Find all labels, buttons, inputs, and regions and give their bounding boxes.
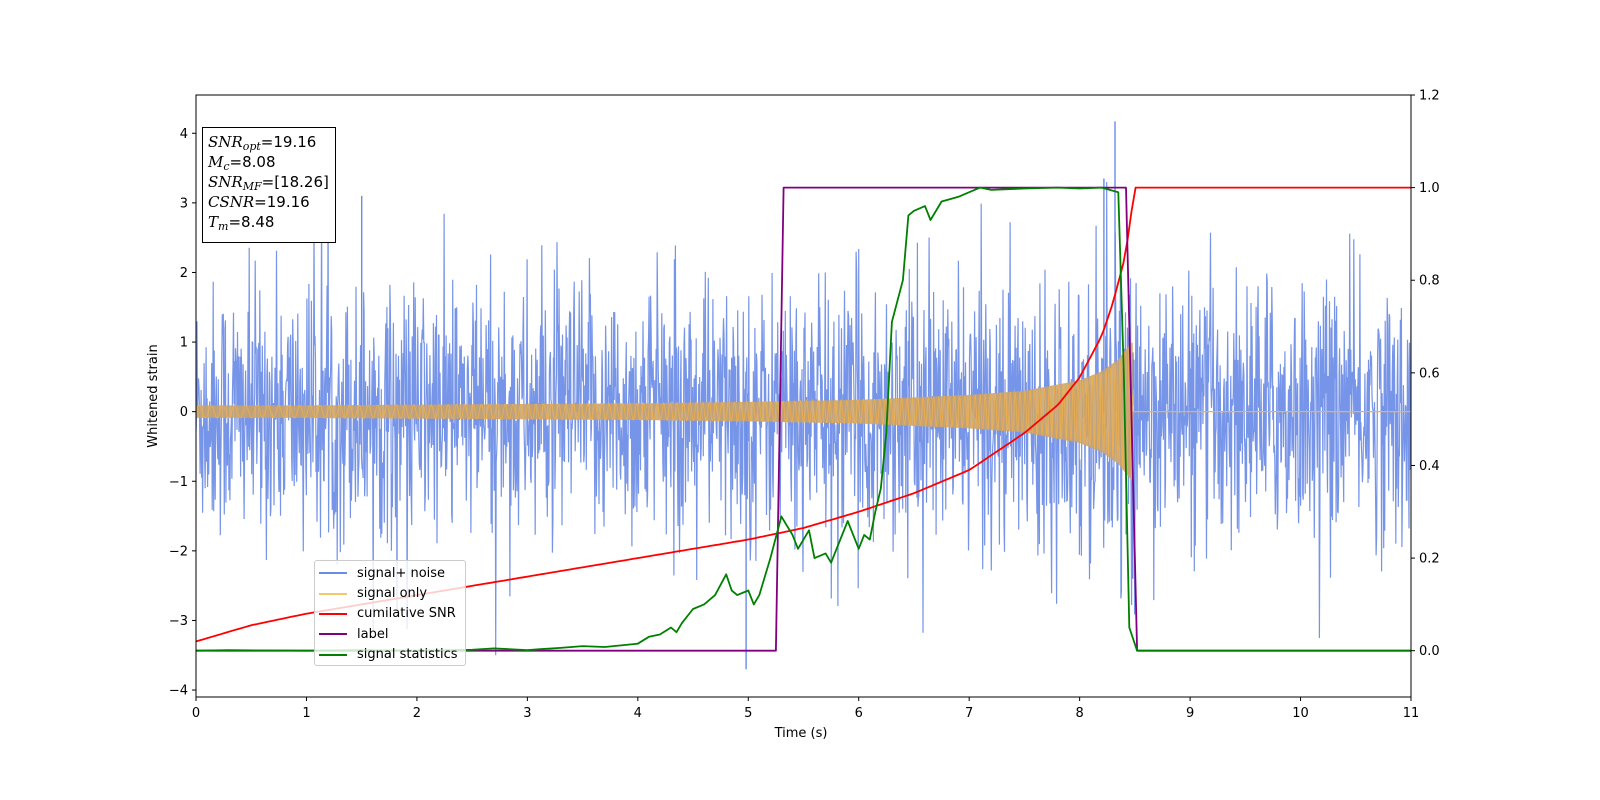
legend-swatch [319, 633, 347, 636]
y-left-tick-label: 4 [180, 127, 188, 142]
y-left-tick-label: −4 [169, 684, 188, 699]
y-right-tick-label: 0.8 [1419, 274, 1440, 289]
snr-mf-line: SNRMF=[18.26] [208, 173, 329, 193]
tm-line: Tm=8.48 [208, 213, 275, 233]
x-axis: 0 1 2 3 4 5 6 7 8 9 10 11 [192, 697, 1419, 721]
y-right-tick-label: 1.2 [1419, 89, 1440, 104]
y-right-tick-label: 0.2 [1419, 552, 1440, 567]
csnr-line: CSNR=19.16 [208, 193, 310, 211]
y-axis-left: −4 −3 −2 −1 0 1 2 3 4 [169, 127, 196, 699]
legend-item-signal-statistics: signal statistics [319, 645, 465, 665]
legend-swatch [319, 572, 347, 575]
legend-label: label [357, 626, 389, 642]
x-tick-label: 4 [634, 706, 642, 721]
legend-item-cumulative-snr: cumilative SNR [319, 604, 465, 624]
snr-opt-line: SNRopt=19.16 [208, 133, 317, 153]
x-tick-label: 5 [744, 706, 752, 721]
mc-value: 8.08 [242, 153, 276, 171]
x-tick-label: 7 [965, 706, 973, 721]
csnr-value: 19.16 [266, 193, 310, 211]
snr-annotation-box: SNRopt=19.16 Mc=8.08 SNRMF=[18.26] CSNR=… [202, 127, 336, 243]
y-right-tick-label: 0.6 [1419, 366, 1440, 381]
legend-label: signal+ noise [357, 565, 446, 581]
legend-item-label: label [319, 624, 465, 644]
y-left-tick-label: −1 [169, 475, 188, 490]
x-tick-label: 8 [1075, 706, 1083, 721]
x-tick-label: 9 [1186, 706, 1194, 721]
x-tick-label: 2 [413, 706, 421, 721]
y-left-tick-label: 2 [180, 266, 188, 281]
series-signal-statistics [196, 186, 1411, 652]
y-left-tick-label: −3 [169, 614, 188, 629]
y-left-tick-label: 1 [180, 336, 188, 351]
snr-opt-value: 19.16 [273, 133, 317, 151]
series-signal-only-envelope [196, 342, 1133, 482]
legend-item-signal-only: signal only [319, 583, 465, 603]
plot-frame [195, 94, 1412, 698]
y-left-tick-label: 3 [180, 196, 188, 211]
y-right-tick-label: 0.4 [1419, 459, 1440, 474]
x-tick-label: 3 [523, 706, 531, 721]
legend: signal+ noise signal only cumilative SNR… [314, 560, 466, 666]
mc-line: Mc=8.08 [208, 153, 276, 173]
x-axis-label: Time (s) [774, 726, 828, 741]
y-left-tick-label: −2 [169, 544, 188, 559]
legend-swatch [319, 612, 347, 615]
legend-item-signal-noise: signal+ noise [319, 563, 465, 583]
legend-label: cumilative SNR [357, 606, 456, 622]
legend-swatch [319, 653, 347, 656]
series-signal-noise [196, 181, 1411, 656]
legend-swatch [319, 592, 347, 595]
x-tick-label: 1 [302, 706, 310, 721]
x-tick-label: 0 [192, 706, 200, 721]
y-axis-right: 0.0 0.2 0.4 0.6 0.8 1.0 1.2 [1411, 89, 1440, 659]
y-right-tick-label: 1.0 [1419, 181, 1440, 196]
series-signal-only [196, 346, 1134, 479]
snr-mf-value: [18.26] [274, 173, 329, 191]
y-axis-label: Whitened strain [146, 344, 161, 447]
tm-value: 8.48 [241, 213, 275, 231]
y-left-tick-label: 0 [180, 405, 188, 420]
x-tick-label: 6 [855, 706, 863, 721]
y-right-tick-label: 0.0 [1419, 644, 1440, 659]
legend-label: signal statistics [357, 647, 458, 663]
x-tick-label: 10 [1292, 706, 1309, 721]
x-tick-label: 11 [1403, 706, 1420, 721]
legend-label: signal only [357, 586, 428, 602]
